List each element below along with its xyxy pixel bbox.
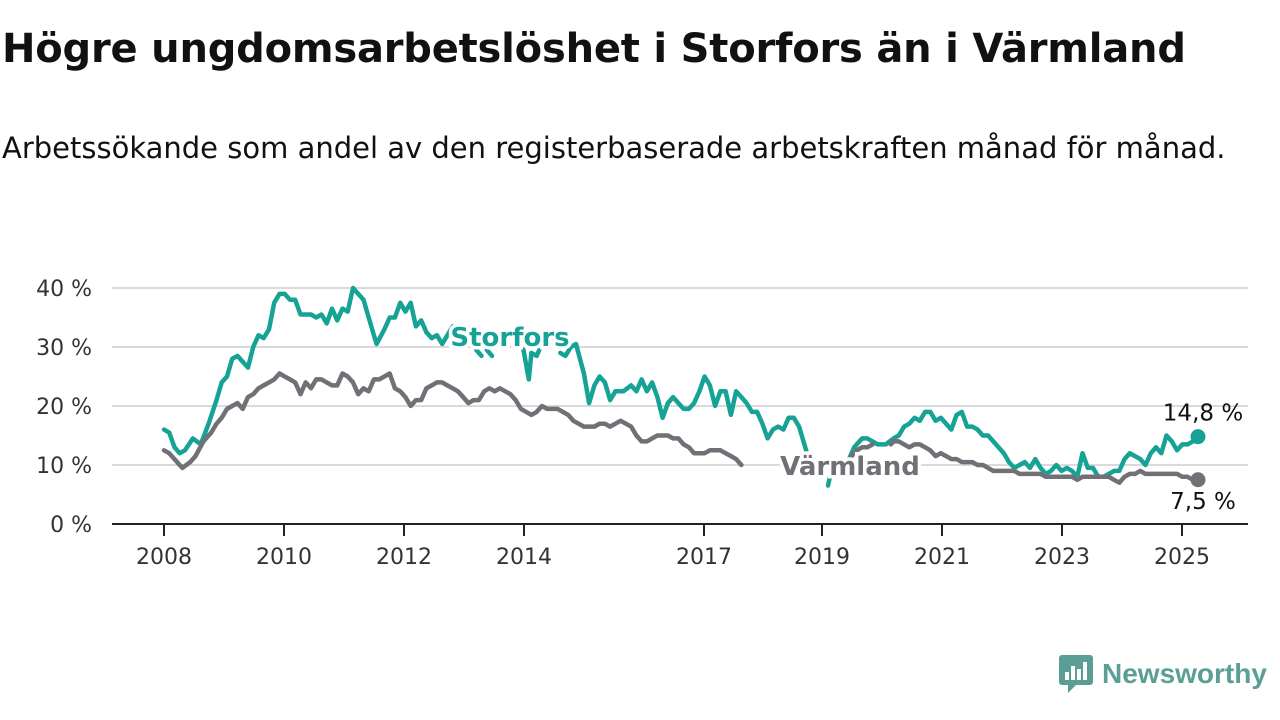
brand-name: Newsworthy bbox=[1102, 658, 1267, 689]
x-tick-label: 2012 bbox=[376, 545, 432, 570]
series-line-värmland bbox=[161, 371, 744, 471]
chart-subtitle: Arbetssökande som andel av den registerb… bbox=[2, 131, 1226, 165]
y-tick-label: 10 % bbox=[36, 454, 92, 479]
labels: 14,8 % Storfors 7,5 % Värmland bbox=[447, 320, 1243, 515]
series-line-storfors bbox=[558, 341, 812, 465]
x-tick-label: 2014 bbox=[496, 545, 552, 570]
series-line-storfors bbox=[161, 285, 461, 456]
series-line-storfors bbox=[825, 459, 836, 488]
series-line-storfors bbox=[846, 409, 1201, 480]
x-tick-label: 2025 bbox=[1154, 545, 1210, 570]
axes: 0 % 10 % 20 % 30 % 40 % 2008 2010 2012 2014 2017 2… bbox=[36, 277, 1248, 570]
x-tick-label: 2019 bbox=[794, 545, 850, 570]
y-tick-label: 40 % bbox=[36, 277, 92, 302]
y-tick-label: 20 % bbox=[36, 395, 92, 420]
series-lines bbox=[161, 285, 1206, 488]
newsworthy-brand: Newsworthy bbox=[1058, 654, 1267, 694]
end-marker-storfors bbox=[1190, 429, 1206, 445]
y-tick-label: 30 % bbox=[36, 336, 92, 361]
x-tick-label: 2021 bbox=[914, 545, 970, 570]
y-tick-label: 0 % bbox=[50, 513, 92, 538]
x-tick-label: 2023 bbox=[1034, 545, 1090, 570]
x-tick-label: 2017 bbox=[676, 545, 732, 570]
series-line-värmland bbox=[849, 442, 875, 459]
end-label-storfors: 14,8 % bbox=[1163, 401, 1243, 427]
x-tick-label: 2010 bbox=[256, 545, 312, 570]
series-line-storfors bbox=[484, 347, 495, 359]
chart-title: Högre ungdomsarbetslöshet i Storfors än … bbox=[2, 26, 1186, 72]
series-line-storfors bbox=[521, 347, 542, 382]
x-tick-label: 2008 bbox=[136, 545, 192, 570]
series-label-värmland: Värmland bbox=[780, 452, 920, 482]
series-line-storfors bbox=[474, 347, 484, 359]
newsworthy-logo-icon bbox=[1059, 655, 1093, 693]
end-marker-värmland bbox=[1190, 472, 1206, 488]
series-line-värmland bbox=[888, 439, 1201, 485]
series-label-storfors: Storfors bbox=[450, 323, 569, 353]
end-label-värmland: 7,5 % bbox=[1170, 489, 1236, 515]
